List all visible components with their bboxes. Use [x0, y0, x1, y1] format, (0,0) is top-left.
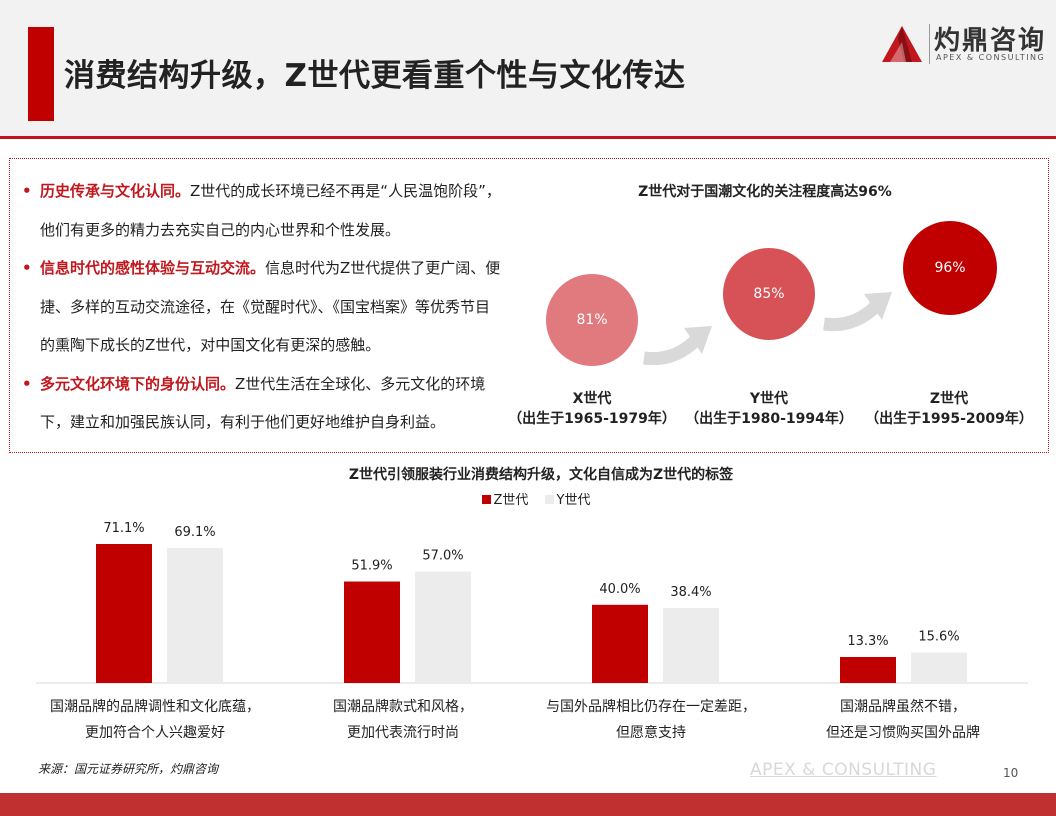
bar-z-1	[96, 544, 152, 683]
bar-chart: 71.1% 51.9% 40.0% 13.3% 69.1% 57.0% 38.4% 15.6%	[36, 521, 1028, 684]
bullet-item: • 历史传承与文化认同。Z世代的成长环境已经不再是“人民温饱阶段”，他们有更多的精…	[22, 172, 502, 249]
data-label: 69.1%	[174, 525, 215, 540]
category-label-line: 与国外品牌相比仍存在一定差距，	[546, 699, 756, 715]
generation-label-y: Y世代 （出生于1980-1994年）	[679, 389, 859, 429]
bullet-dot-icon: •	[22, 182, 32, 200]
generation-name: Y世代	[749, 391, 789, 407]
generation-label-x: X世代 （出生于1965-1979年）	[502, 389, 682, 429]
generation-years: （出生于1980-1994年）	[685, 411, 853, 427]
bullet-dot-icon: •	[22, 259, 32, 277]
data-label: 13.3%	[847, 634, 888, 649]
bar-z-2	[344, 581, 400, 683]
bullet-text: Z世代生活在全球化、多元文化的环境下，建立和加强民族认同，有利于他们更好地维护自…	[40, 374, 486, 432]
legend-label: Z世代	[493, 493, 529, 508]
category-label-line: 国潮品牌款式和风格，	[333, 699, 473, 715]
generation-years: （出生于1965-1979年）	[508, 411, 676, 427]
generation-years: （出生于1995-2009年）	[865, 411, 1033, 427]
bullet-item: • 信息时代的感性体验与互动交流。信息时代为Z世代提供了更广阔、便捷、多样的互动交…	[22, 249, 502, 365]
bar-z-4	[840, 656, 896, 683]
category-label-line: 更加代表流行时尚	[347, 725, 459, 741]
header	[0, 0, 1056, 137]
footer-brand-link[interactable]: APEX & CONSULTING	[750, 760, 937, 780]
source-note: 来源：国元证券研究所，灼鼎咨询	[38, 762, 219, 776]
page-number: 10	[1003, 766, 1019, 780]
bar-z-3	[592, 604, 648, 683]
category-label: 国潮品牌的品牌调性和文化底蕴， 更加符合个人兴趣爱好	[35, 694, 275, 746]
bullet-text: Z世代的成长环境已经不再是“人民温饱阶段”，他们有更多的精力去充实自己的内心世界…	[40, 182, 501, 239]
category-label: 国潮品牌款式和风格， 更加代表流行时尚	[283, 694, 523, 746]
logo-separator	[929, 24, 930, 64]
bullet-item: • 多元文化环境下的身份认同。Z世代生活在全球化、多元文化的环境下，建立和加强民族…	[22, 365, 502, 442]
logo-text-cn: 灼鼎咨询	[934, 26, 1047, 56]
trend-arrow-icon	[643, 326, 712, 366]
data-label: 51.9%	[351, 559, 392, 574]
data-label: 40.0%	[599, 582, 640, 597]
bubble-3: 96%	[903, 221, 997, 315]
legend-label: Y世代	[556, 493, 591, 508]
bar-y-4	[911, 652, 967, 683]
footer-bar	[0, 793, 1056, 816]
summary-panel	[9, 158, 1049, 453]
legend-swatch	[481, 495, 491, 504]
bar-y-1	[167, 547, 223, 683]
bubble-chart-title: Z世代对于国潮文化的关注程度高达96%	[638, 184, 892, 200]
chart-legend: Z世代 Y世代	[0, 489, 1056, 508]
legend-item-y: Y世代	[544, 493, 591, 508]
category-label-line: 更加符合个人兴趣爱好	[85, 725, 225, 741]
bullet-dot-icon: •	[22, 374, 32, 393]
category-label: 与国外品牌相比仍存在一定差距， 但愿意支持	[531, 694, 771, 746]
bar-y-2	[415, 571, 471, 683]
bar-y-3	[663, 607, 719, 683]
title-accent-bar	[28, 27, 54, 121]
legend-swatch	[544, 495, 554, 504]
category-label-line: 但还是习惯购买国外品牌	[826, 725, 980, 741]
logo-text-en: APEX & CONSULTING	[936, 53, 1046, 62]
category-label-line: 国潮品牌虽然不错，	[840, 699, 966, 715]
bubble-2: 85%	[722, 247, 816, 341]
bullet-heading: 多元文化环境下的身份认同。	[40, 374, 236, 393]
generation-label-z: Z世代 （出生于1995-2009年）	[859, 389, 1039, 429]
generation-name: X世代	[572, 391, 612, 407]
header-divider	[0, 136, 1056, 139]
data-label: 38.4%	[670, 585, 711, 600]
bullet-list: • 历史传承与文化认同。Z世代的成长环境已经不再是“人民温饱阶段”，他们有更多的精…	[22, 172, 502, 442]
bullet-heading: 信息时代的感性体验与互动交流。	[40, 259, 266, 277]
data-label: 57.0%	[422, 549, 463, 564]
trend-arrow-icon	[823, 292, 892, 332]
generation-name: Z世代	[929, 391, 969, 407]
bullet-text: 信息时代为Z世代提供了更广阔、便捷、多样的互动交流途径，在《觉醒时代》、《国宝档…	[40, 259, 501, 354]
data-label: 15.6%	[918, 630, 959, 645]
bubble-1: 81%	[546, 274, 638, 366]
company-logo: 灼鼎咨询 APEX & CONSULTING	[878, 22, 1048, 70]
category-label: 国潮品牌虽然不错， 但还是习惯购买国外品牌	[783, 694, 1023, 746]
logo-mark-icon	[882, 26, 922, 62]
page-title: 消费结构升级，Z世代更看重个性与文化传达	[64, 58, 686, 94]
legend-item-z: Z世代	[481, 493, 529, 508]
data-label: 71.1%	[103, 521, 144, 536]
bar-chart-title: Z世代引领服装行业消费结构升级，文化自信成为Z世代的标签	[348, 467, 734, 483]
category-label-line: 但愿意支持	[616, 725, 686, 741]
bullet-heading: 历史传承与文化认同。	[40, 182, 191, 200]
category-label-line: 国潮品牌的品牌调性和文化底蕴，	[50, 699, 260, 715]
